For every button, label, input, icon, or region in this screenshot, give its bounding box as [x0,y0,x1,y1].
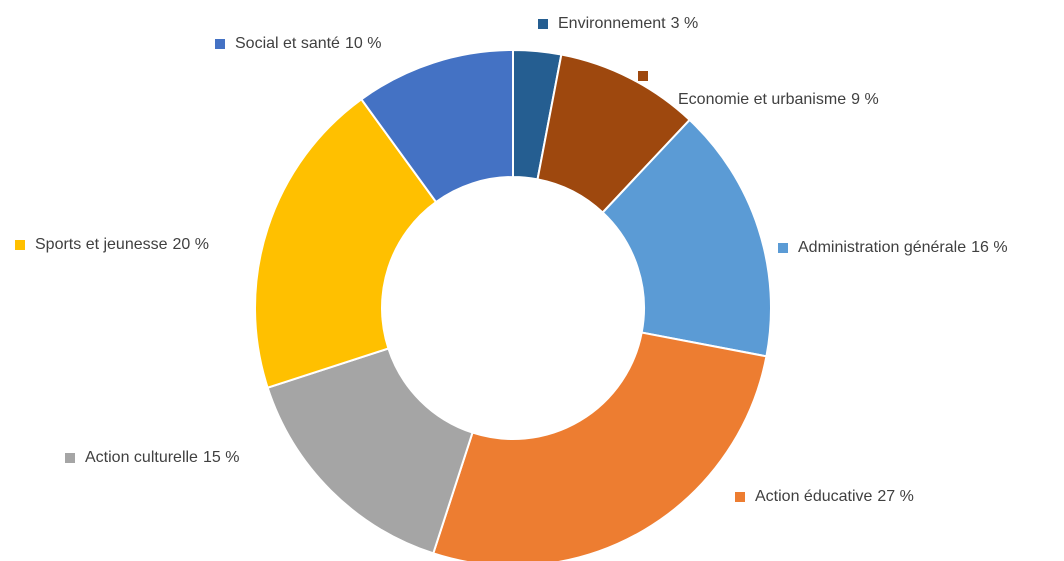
donut-slice [432,331,768,561]
data-label: Action éducative 27 % [755,488,914,505]
donut-slice [359,48,514,204]
label-key [15,240,25,250]
label-value: 27 % [877,488,913,505]
label-value: 9 % [851,91,879,108]
data-label: Environnement 3 % [558,15,698,32]
label-category: Action culturelle [85,449,198,466]
label-key [65,453,75,463]
donut-slice [266,347,474,555]
donut-slice [601,118,772,358]
data-label: Administration générale 16 % [798,239,1008,256]
data-label: Economie et urbanisme 9 % [678,91,879,108]
label-value: 15 % [203,449,239,466]
data-label: Social et santé 10 % [235,35,381,52]
label-category: Social et santé [235,35,340,52]
donut-slice [254,97,438,389]
label-category: Sports et jeunesse [35,236,168,253]
label-category: Administration générale [798,239,966,256]
label-category: Action éducative [755,488,873,505]
label-key [538,19,548,29]
label-category: Environnement [558,15,666,32]
label-value: 16 % [971,239,1007,256]
label-key [638,71,648,81]
label-value: 20 % [173,236,209,253]
data-label: Sports et jeunesse 20 % [35,236,209,253]
label-key [735,492,745,502]
label-value: 3 % [671,15,699,32]
label-key [215,39,225,49]
label-value: 10 % [345,35,381,52]
label-category: Economie et urbanisme [678,91,846,108]
label-key [778,243,788,253]
data-label: Action culturelle 15 % [85,449,239,466]
